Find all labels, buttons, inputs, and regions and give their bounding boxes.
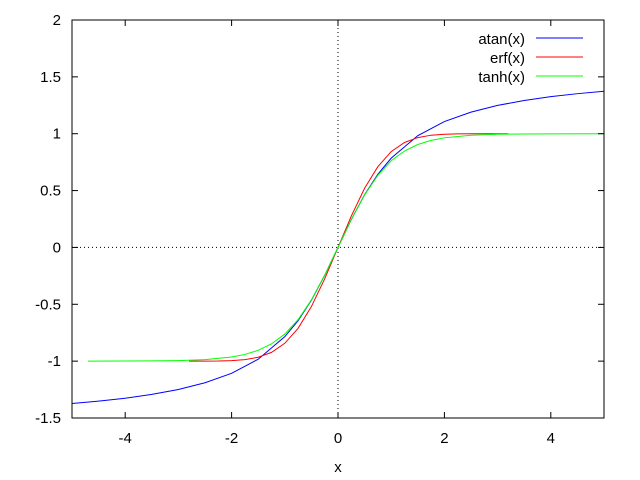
x-tick-label: 0 xyxy=(334,430,342,447)
axis-ticks xyxy=(72,19,604,419)
y-tick-label: 2 xyxy=(53,12,61,29)
y-tick-label: 1 xyxy=(53,126,61,143)
legend-label: erf(x) xyxy=(490,50,525,67)
y-tick-label: -1 xyxy=(48,353,61,370)
x-tick-label: 2 xyxy=(440,430,448,447)
x-tick-label: 4 xyxy=(547,430,555,447)
y-tick-label: 0.5 xyxy=(40,183,61,200)
series-layer xyxy=(71,90,605,405)
legend-label: atan(x) xyxy=(478,31,525,48)
y-tick-label: -0.5 xyxy=(35,296,61,313)
y-tick-label: -1.5 xyxy=(35,410,61,427)
x-tick-label: -4 xyxy=(119,430,132,447)
legend: atan(x) erf(x) tanh(x) xyxy=(478,31,583,86)
legend-label: tanh(x) xyxy=(478,69,525,86)
x-tick-label: -2 xyxy=(225,430,238,447)
y-tick-label: 1.5 xyxy=(40,69,61,86)
x-axis-label: x xyxy=(334,459,342,476)
zero-axis-lines xyxy=(72,20,604,418)
y-tick-label: 0 xyxy=(53,239,61,256)
series-line-tanhx xyxy=(87,133,605,362)
tick-labels: -4 -2 0 2 4 -1.5 -1 -0.5 0 0.5 1 1.5 2 xyxy=(35,12,555,447)
